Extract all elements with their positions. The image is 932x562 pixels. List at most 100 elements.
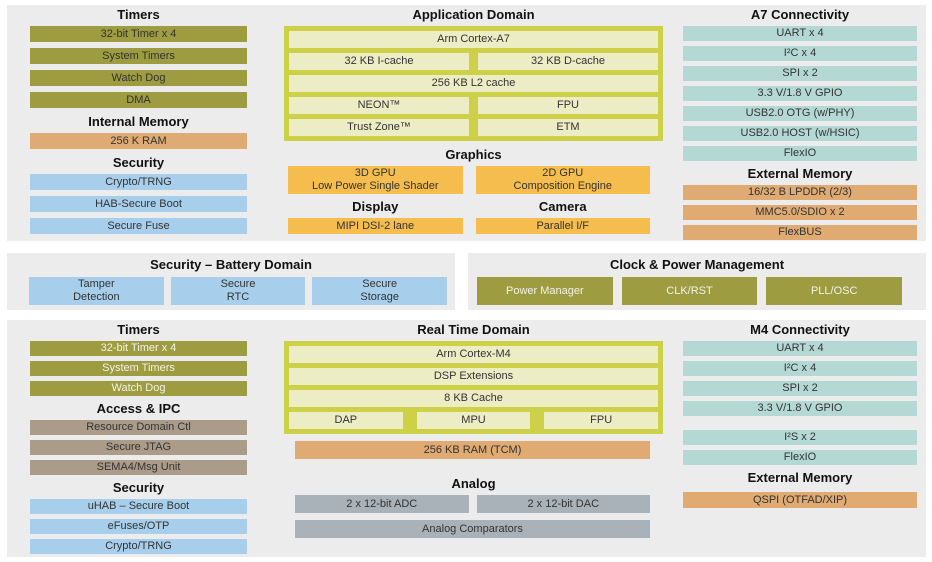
block-uhab-secure-boot: uHAB – Secure Boot: [30, 499, 247, 514]
block-m4-watch-dog: Watch Dog: [30, 381, 247, 396]
block-tamper-detection-line2: Detection: [73, 291, 120, 303]
block-m4-crypto-trng: Crypto/TRNG: [30, 539, 247, 554]
graphics-heading: Graphics: [445, 147, 502, 162]
block-mipi-dsi: MIPI DSI-2 lane: [288, 218, 463, 234]
clock-power-management-heading: Clock & Power Management: [609, 257, 785, 272]
block-secure-fuse: Secure Fuse: [30, 218, 247, 234]
m4-right-column: M4 Connectivity UART x 4 I²C x 4 SPI x 2…: [683, 320, 917, 514]
cortex-m4-box: Arm Cortex-M4 DSP Extensions 8 KB Cache …: [284, 341, 663, 434]
access-ipc-heading: Access & IPC: [96, 401, 181, 416]
block-etm: ETM: [478, 119, 658, 136]
analog-heading: Analog: [451, 476, 496, 491]
block-m4-system-timers: System Timers: [30, 361, 247, 376]
block-trust-zone: Trust Zone™: [289, 119, 469, 136]
block-l2-cache: 256 KB L2 cache: [289, 75, 658, 92]
block-fpu-a7: FPU: [478, 97, 658, 114]
security-heading: Security: [112, 155, 165, 170]
m4-external-memory-heading: External Memory: [747, 470, 853, 485]
a7-middle-column: Application Domain Arm Cortex-A7 32 KB I…: [282, 5, 665, 234]
m4-timers-heading: Timers: [117, 322, 160, 337]
block-a7-flexio: FlexIO: [683, 146, 917, 161]
block-crypto-trng: Crypto/TRNG: [30, 174, 247, 190]
block-m4-flexio: FlexIO: [683, 450, 917, 465]
m4-security-heading: Security: [112, 480, 165, 495]
cortex-a7-box: Arm Cortex-A7 32 KB I-cache 32 KB D-cach…: [284, 26, 663, 141]
block-parallel-if: Parallel I/F: [475, 218, 650, 234]
block-secure-rtc: Secure RTC: [170, 277, 306, 305]
display-heading: Display: [352, 199, 399, 214]
a7-external-memory-heading: External Memory: [747, 166, 853, 181]
block-secure-jtag: Secure JTAG: [30, 440, 247, 455]
real-time-domain-heading: Real Time Domain: [417, 322, 530, 337]
block-arm-cortex-m4: Arm Cortex-M4: [289, 346, 658, 363]
block-secure-storage-line2: Storage: [360, 291, 399, 303]
camera-heading: Camera: [538, 199, 587, 214]
a7-right-column: A7 Connectivity UART x 4 I²C x 4 SPI x 2…: [683, 5, 917, 245]
application-domain-heading: Application Domain: [412, 7, 535, 22]
block-secure-rtc-line1: Secure: [220, 278, 256, 290]
block-arm-cortex-a7: Arm Cortex-A7: [289, 31, 658, 48]
block-sema4-msg-unit: SEMA4/Msg Unit: [30, 460, 247, 475]
battery-domain-panel: Security – Battery Domain Tamper Detecti…: [7, 253, 455, 310]
block-qspi: QSPI (OTFAD/XIP): [683, 492, 917, 508]
block-dsp-extensions: DSP Extensions: [289, 368, 658, 385]
block-256kb-ram-tcm: 256 KB RAM (TCM): [295, 441, 650, 459]
block-i2s: I²S x 2: [683, 430, 917, 445]
m4-middle-column: Real Time Domain Arm Cortex-M4 DSP Exten…: [282, 320, 665, 538]
block-m4-uart: UART x 4: [683, 341, 917, 356]
m4-left-column: Timers 32-bit Timer x 4 System Timers Wa…: [30, 320, 247, 559]
block-mmc-sdio: MMC5.0/SDIO x 2: [683, 205, 917, 220]
block-dap: DAP: [289, 412, 403, 429]
block-tamper-detection-line1: Tamper: [77, 278, 115, 290]
a7-connectivity-heading: A7 Connectivity: [750, 7, 850, 22]
block-lpddr: 16/32 B LPDDR (2/3): [683, 185, 917, 200]
block-analog-comparators: Analog Comparators: [295, 520, 650, 538]
block-secure-storage: Secure Storage: [312, 277, 448, 305]
block-icache: 32 KB I-cache: [289, 53, 469, 70]
block-resource-domain-ctl: Resource Domain Ctl: [30, 420, 247, 435]
block-2d-gpu: 2D GPU Composition Engine: [475, 166, 650, 194]
block-system-timers: System Timers: [30, 48, 247, 64]
block-3d-gpu-line1: 3D GPU: [354, 167, 396, 179]
realtime-domain-panel: Timers 32-bit Timer x 4 System Timers Wa…: [7, 320, 926, 557]
block-256k-ram: 256 K RAM: [30, 133, 247, 149]
block-a7-spi: SPI x 2: [683, 66, 917, 81]
block-dma: DMA: [30, 92, 247, 108]
block-usb-host: USB2.0 HOST (w/HSIC): [683, 126, 917, 141]
block-m4-gpio: 3.3 V/1.8 V GPIO: [683, 401, 917, 416]
block-secure-storage-line1: Secure: [362, 278, 398, 290]
block-8kb-cache: 8 KB Cache: [289, 390, 658, 407]
block-3d-gpu-line2: Low Power Single Shader: [311, 180, 439, 192]
m4-connectivity-heading: M4 Connectivity: [750, 322, 850, 337]
a7-left-column: Timers 32-bit Timer x 4 System Timers Wa…: [30, 5, 247, 240]
clock-power-panel: Clock & Power Management Power Manager C…: [468, 253, 926, 310]
block-3d-gpu: 3D GPU Low Power Single Shader: [288, 166, 463, 194]
block-tamper-detection: Tamper Detection: [29, 277, 164, 305]
block-32bit-timer-x4: 32-bit Timer x 4: [30, 26, 247, 42]
block-a7-i2c: I²C x 4: [683, 46, 917, 61]
block-usb-otg: USB2.0 OTG (w/PHY): [683, 106, 917, 121]
security-battery-domain-heading: Security – Battery Domain: [150, 257, 312, 272]
block-neon: NEON™: [289, 97, 469, 114]
timers-heading: Timers: [117, 7, 160, 22]
block-watch-dog: Watch Dog: [30, 70, 247, 86]
block-hab-secure-boot: HAB-Secure Boot: [30, 196, 247, 212]
block-dac: 2 x 12-bit DAC: [476, 495, 650, 513]
block-flexbus: FlexBUS: [683, 225, 917, 240]
block-a7-gpio: 3.3 V/1.8 V GPIO: [683, 86, 917, 101]
block-fpu-m4: FPU: [544, 412, 659, 429]
block-m4-32bit-timer-x4: 32-bit Timer x 4: [30, 341, 247, 356]
block-a7-uart: UART x 4: [683, 26, 917, 41]
block-2d-gpu-line1: 2D GPU: [542, 167, 584, 179]
block-m4-spi: SPI x 2: [683, 381, 917, 396]
block-dcache: 32 KB D-cache: [478, 53, 658, 70]
block-pll-osc: PLL/OSC: [766, 277, 903, 305]
block-mpu: MPU: [416, 412, 531, 429]
block-2d-gpu-line2: Composition Engine: [513, 180, 612, 192]
application-domain-panel: Timers 32-bit Timer x 4 System Timers Wa…: [7, 5, 926, 241]
block-adc: 2 x 12-bit ADC: [295, 495, 469, 513]
block-m4-i2c: I²C x 4: [683, 361, 917, 376]
block-efuses-otp: eFuses/OTP: [30, 519, 247, 534]
block-power-manager: Power Manager: [477, 277, 613, 305]
